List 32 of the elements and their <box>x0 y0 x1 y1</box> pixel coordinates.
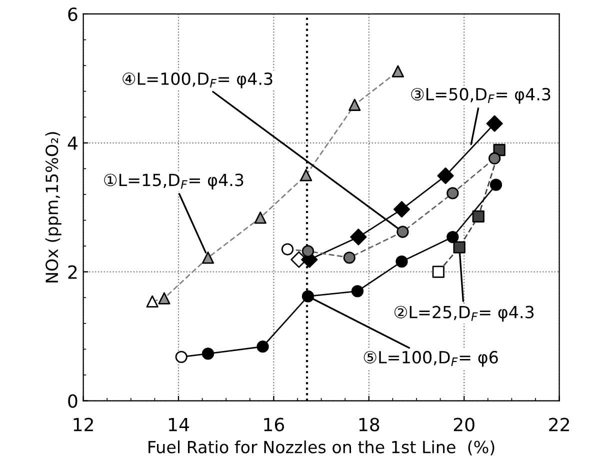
y-tick-label: 4 <box>68 136 78 150</box>
series-label: ①L=15,D$_{F}$= φ4.3 <box>104 174 244 190</box>
x-axis-title: Fuel Ratio for Nozzles on the 1st Line (%) <box>148 440 494 456</box>
x-tick-label: 16 <box>264 418 284 432</box>
text: ②L=25,D$_{F}$= φ4.3 <box>394 306 534 322</box>
x-tick-label: 20 <box>454 418 474 432</box>
point <box>393 201 410 218</box>
x-tick-label: 14 <box>168 418 189 432</box>
point <box>392 65 404 78</box>
x-tick-label: 22 <box>549 418 569 432</box>
point <box>437 167 454 184</box>
text: ④L=100,D$_{F}$= φ4.3 <box>122 72 272 88</box>
point <box>254 212 266 224</box>
point <box>158 292 170 304</box>
point <box>146 295 158 308</box>
y-tick-label: 6 <box>68 7 78 22</box>
y-tick-label: 0 <box>68 394 78 408</box>
y-axis-title: NOx (ppm,15%O₂) <box>45 132 62 282</box>
y-tick-label: 2 <box>68 265 77 279</box>
x-tick-label: 12 <box>74 418 93 432</box>
point <box>453 241 466 254</box>
point <box>432 266 444 278</box>
x-tick-label: 18 <box>359 418 380 432</box>
point <box>493 144 506 156</box>
point <box>300 169 312 182</box>
text: ⑤L=100,D$_{F}$= φ6 <box>364 350 498 367</box>
point <box>486 115 503 132</box>
point <box>202 252 214 264</box>
point <box>348 98 361 111</box>
series-label: ③L=50,D$_{F}$= φ4.3 <box>411 88 550 104</box>
point <box>350 228 367 246</box>
point <box>472 210 484 222</box>
